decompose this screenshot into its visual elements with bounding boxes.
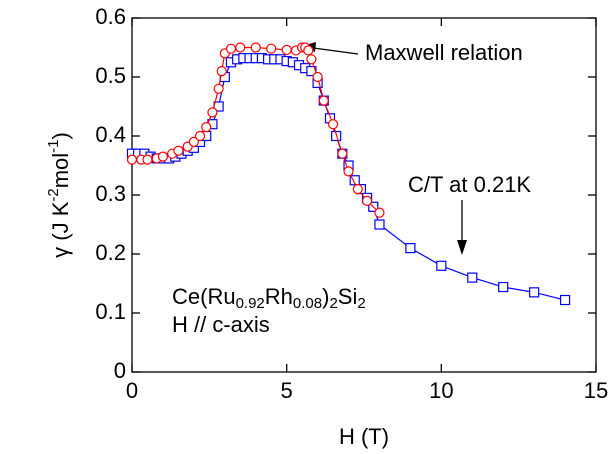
sample-sub: 2 xyxy=(329,295,337,312)
data-point xyxy=(318,95,329,106)
y-tick-label: 0.3 xyxy=(95,181,126,206)
data-point xyxy=(266,43,277,54)
data-point xyxy=(173,145,184,156)
y-tick-label: 0.2 xyxy=(95,240,126,265)
series-label: C/T at 0.21K xyxy=(408,172,531,197)
x-tick-label: 0 xyxy=(126,378,138,403)
data-point xyxy=(361,195,373,206)
sample-part: Ce(Ru xyxy=(172,284,236,309)
data-point xyxy=(225,43,237,54)
y-axis-label: γ (J K-2mol-1) xyxy=(45,132,73,258)
data-point xyxy=(559,294,571,306)
sample-part: Si xyxy=(338,284,358,309)
data-point xyxy=(235,42,246,53)
data-point xyxy=(374,207,385,218)
data-point xyxy=(498,281,509,293)
data-point xyxy=(436,260,447,271)
data-point xyxy=(306,54,317,65)
data-point xyxy=(352,184,363,195)
data-point xyxy=(216,65,227,77)
data-point xyxy=(201,122,212,133)
y-label-sup: -2 xyxy=(45,188,62,201)
data-point xyxy=(281,44,292,55)
data-point xyxy=(194,130,206,142)
sample-sub: 0.92 xyxy=(236,295,265,312)
x-tick-label: 15 xyxy=(584,378,608,403)
y-tick-label: 0.4 xyxy=(95,122,126,147)
y-label-part: γ (J K xyxy=(48,201,73,258)
data-point xyxy=(349,175,360,186)
series-label: Maxwell relation xyxy=(365,40,523,65)
x-axis-label: H (T) xyxy=(339,424,389,449)
sample-sub: 2 xyxy=(357,295,365,312)
data-point xyxy=(142,154,153,165)
data-point xyxy=(213,83,224,94)
sample-part: ) xyxy=(322,284,329,309)
field-note: H // c-axis xyxy=(172,312,270,337)
data-point xyxy=(207,107,218,118)
y-label-part: mol xyxy=(48,153,73,188)
data-point xyxy=(327,119,339,130)
arrow-head xyxy=(457,240,467,255)
y-tick-label: 0.1 xyxy=(95,299,126,324)
data-point xyxy=(188,136,199,147)
data-point xyxy=(126,154,138,165)
data-point xyxy=(157,151,169,162)
data-point xyxy=(303,45,314,56)
y-label-part: ) xyxy=(48,132,73,139)
y-tick-label: 0 xyxy=(114,358,126,383)
data-point xyxy=(405,243,416,254)
data-point xyxy=(529,287,540,298)
data-point xyxy=(250,42,261,53)
y-tick-label: 0.6 xyxy=(95,4,126,29)
data-point xyxy=(467,272,478,283)
data-point xyxy=(374,219,385,230)
x-tick-label: 10 xyxy=(429,378,453,403)
y-tick-label: 0.5 xyxy=(95,63,126,88)
y-label-sup: -1 xyxy=(45,139,62,152)
data-point xyxy=(312,71,323,83)
series-line xyxy=(132,46,380,214)
data-point xyxy=(343,166,354,177)
sample-part: Rh xyxy=(265,284,293,309)
data-point xyxy=(337,148,348,159)
sample-sub: 0.08 xyxy=(293,295,322,312)
x-tick-label: 5 xyxy=(281,378,293,403)
sample-label: Ce(Ru0.92Rh0.08)2Si2 xyxy=(172,284,366,312)
